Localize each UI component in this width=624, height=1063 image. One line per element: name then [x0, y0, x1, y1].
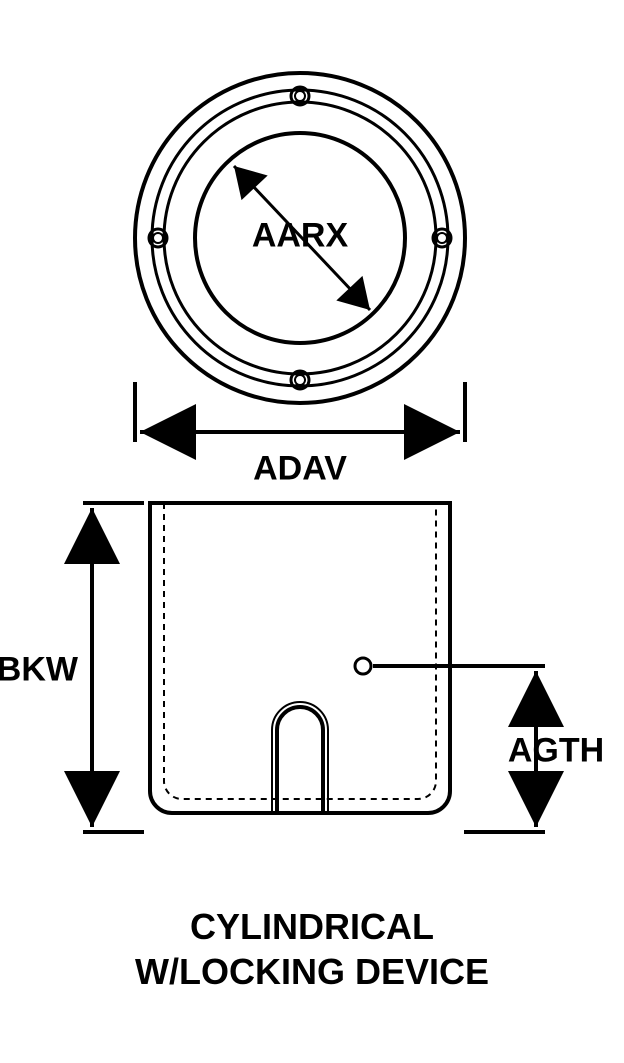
caption-line1: CYLINDRICAL — [190, 906, 434, 948]
caption-line2: W/LOCKING DEVICE — [135, 951, 489, 993]
aarx-label: AARX — [252, 217, 348, 256]
hidden-outline — [164, 503, 436, 799]
abkw-label: ABKW — [0, 651, 78, 690]
agth-label: AGTH — [508, 732, 604, 771]
drawing-svg — [0, 0, 624, 1058]
adav-dimension — [135, 382, 465, 442]
pin-hole — [355, 658, 371, 674]
body-outline — [150, 503, 450, 813]
side-view — [150, 503, 450, 813]
locking-slot — [272, 702, 328, 813]
adav-label: ADAV — [253, 450, 347, 489]
abkw-dimension — [83, 503, 144, 832]
diagram-canvas: AARX ADAV ABKW AGTH CYLINDRICAL W/LOCKIN… — [0, 0, 624, 1058]
